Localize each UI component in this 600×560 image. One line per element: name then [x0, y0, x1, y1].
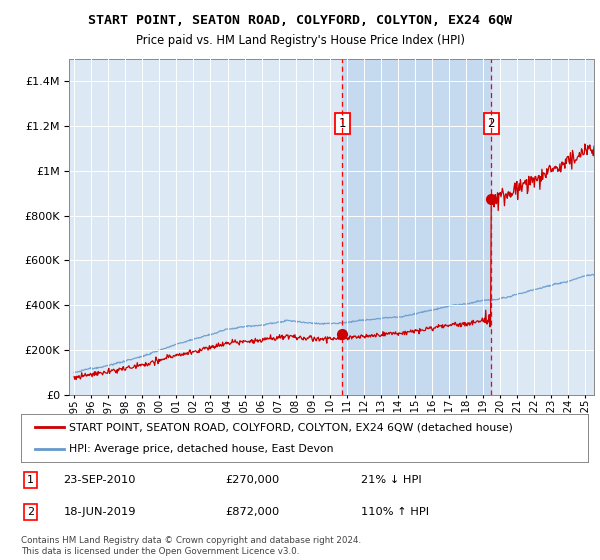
Text: START POINT, SEATON ROAD, COLYFORD, COLYTON, EX24 6QW (detached house): START POINT, SEATON ROAD, COLYFORD, COLY… — [69, 422, 513, 432]
Text: 1: 1 — [338, 117, 346, 130]
Text: 2: 2 — [487, 117, 495, 130]
Text: £270,000: £270,000 — [225, 475, 280, 484]
Text: 110% ↑ HPI: 110% ↑ HPI — [361, 507, 430, 517]
Text: HPI: Average price, detached house, East Devon: HPI: Average price, detached house, East… — [69, 444, 334, 454]
Text: Price paid vs. HM Land Registry's House Price Index (HPI): Price paid vs. HM Land Registry's House … — [136, 34, 464, 46]
Text: Contains HM Land Registry data © Crown copyright and database right 2024.
This d: Contains HM Land Registry data © Crown c… — [21, 536, 361, 556]
Text: 2: 2 — [26, 507, 34, 517]
Text: 23-SEP-2010: 23-SEP-2010 — [64, 475, 136, 484]
Text: 21% ↓ HPI: 21% ↓ HPI — [361, 475, 422, 484]
Text: 1: 1 — [26, 475, 34, 484]
Text: 18-JUN-2019: 18-JUN-2019 — [64, 507, 136, 517]
Text: £872,000: £872,000 — [225, 507, 280, 517]
Bar — [342, 59, 491, 395]
Text: START POINT, SEATON ROAD, COLYFORD, COLYTON, EX24 6QW: START POINT, SEATON ROAD, COLYFORD, COLY… — [88, 14, 512, 27]
